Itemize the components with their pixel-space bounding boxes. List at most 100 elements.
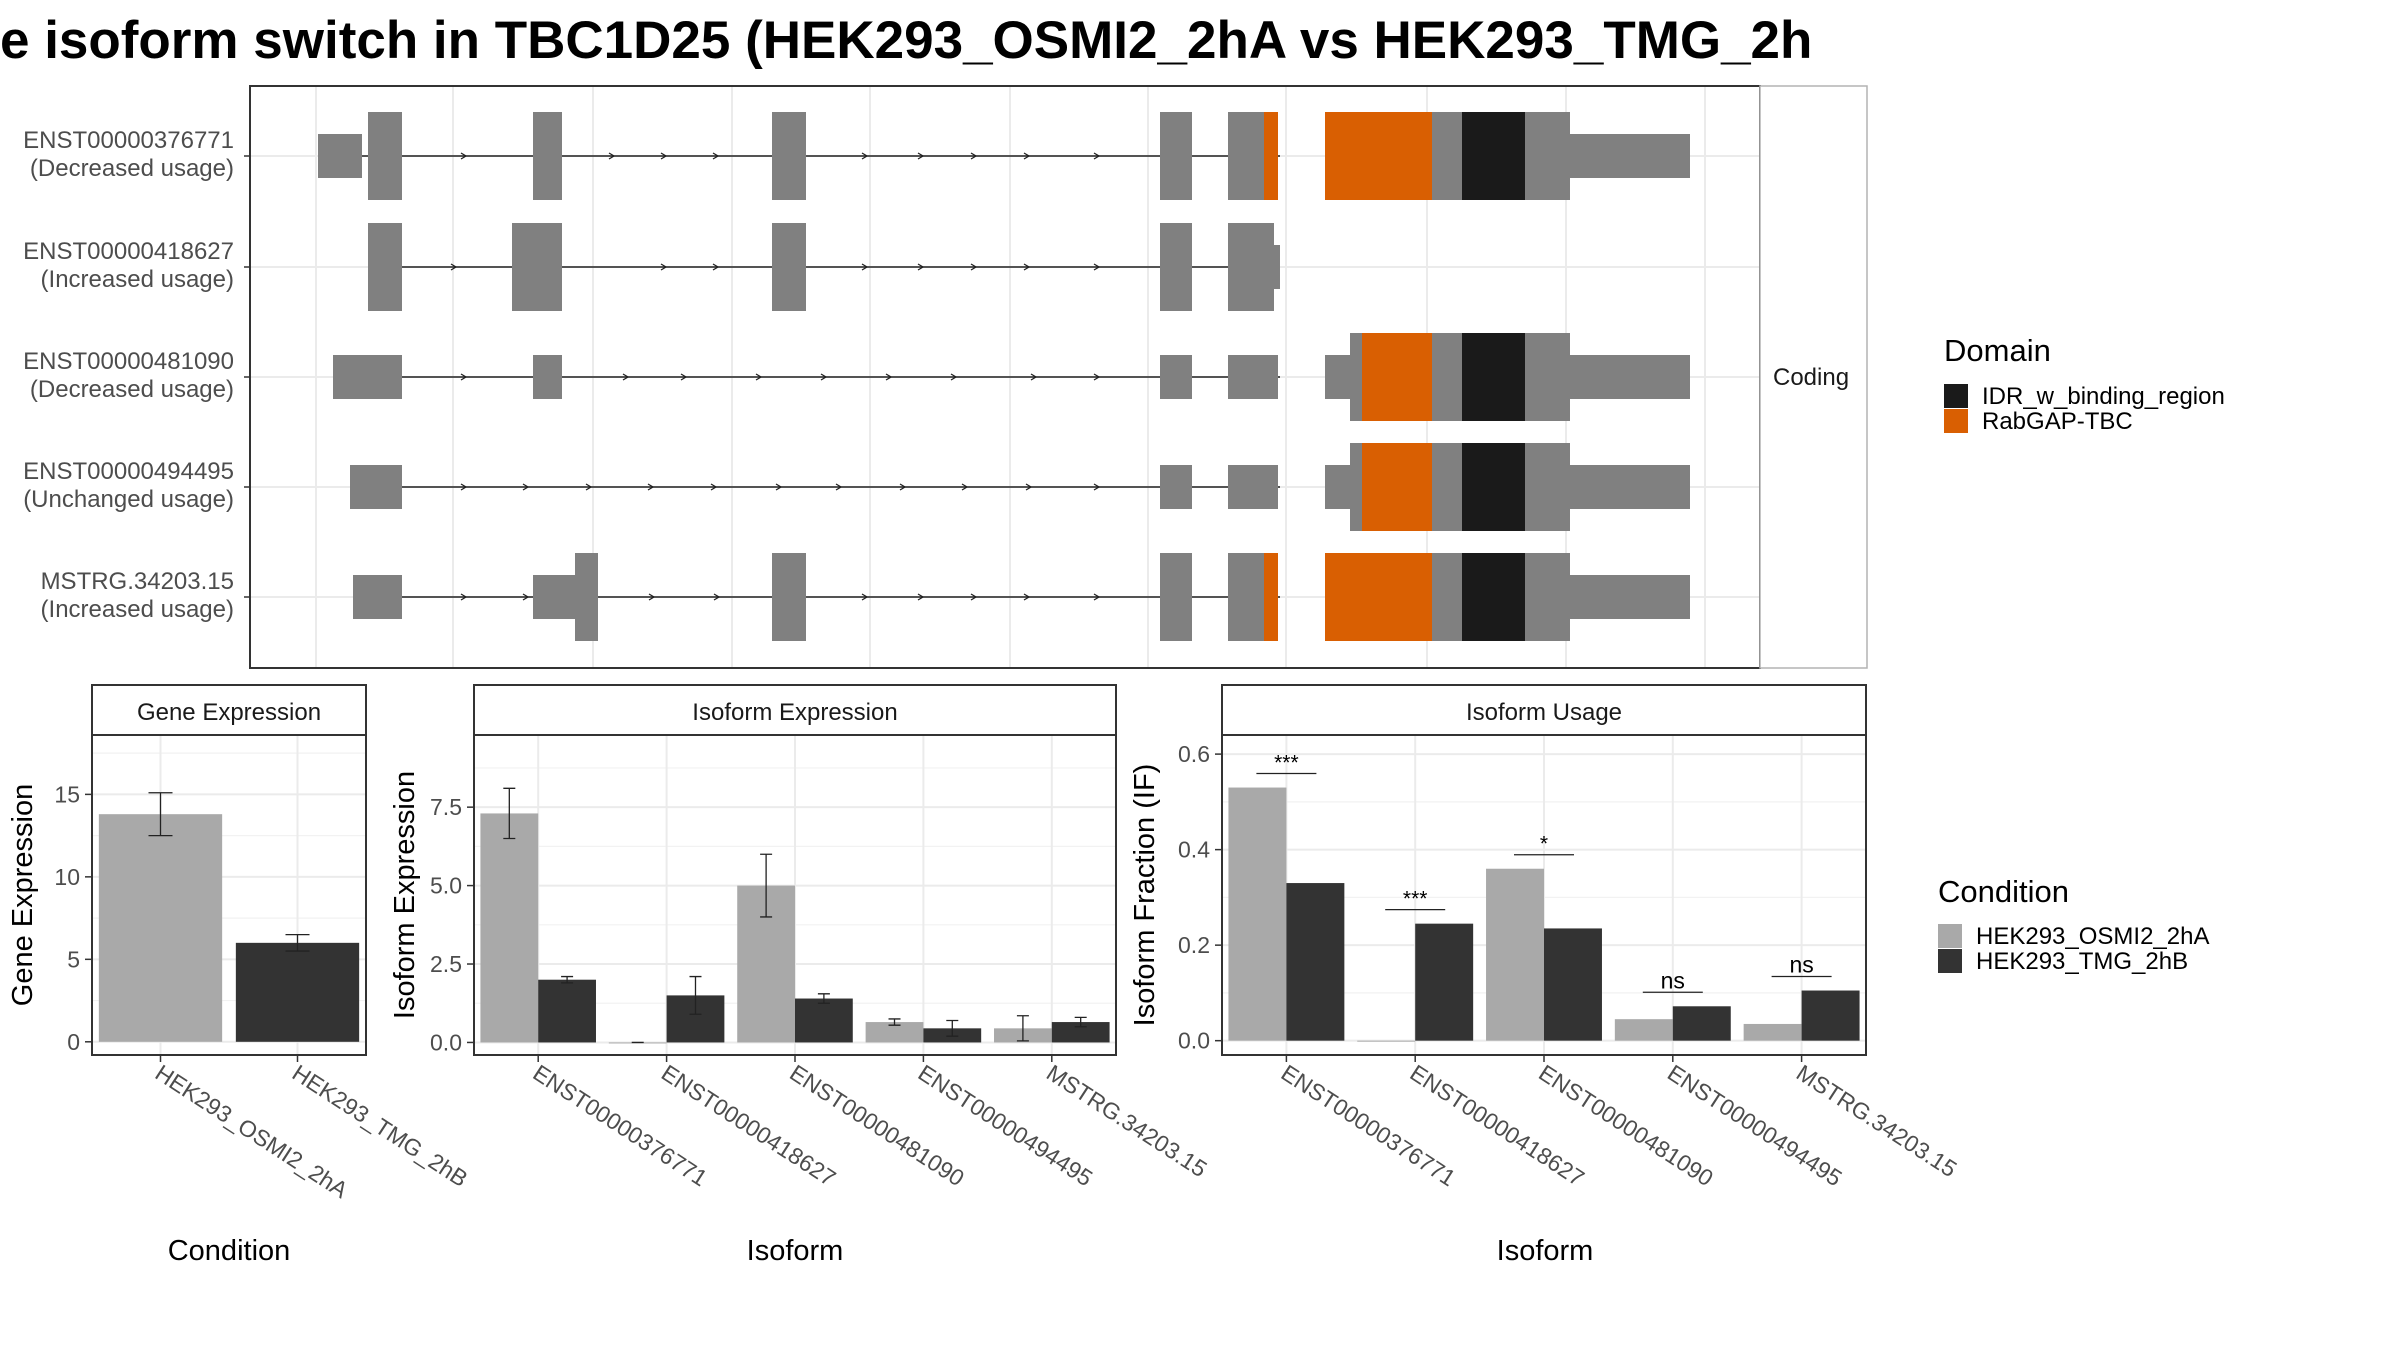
intron-direction-arrow bbox=[522, 483, 530, 491]
intron-direction-arrow bbox=[885, 373, 893, 381]
bar bbox=[1544, 928, 1602, 1041]
y-tick-label: 0.6 bbox=[1178, 741, 1210, 767]
bar bbox=[1357, 1040, 1416, 1042]
bar bbox=[480, 813, 539, 1043]
exon-block bbox=[1228, 553, 1264, 641]
exon-block bbox=[1228, 355, 1278, 399]
bar bbox=[1051, 1022, 1110, 1043]
y-tick-label: 0.0 bbox=[430, 1029, 462, 1055]
bar bbox=[1486, 868, 1544, 1041]
intron-direction-arrow bbox=[917, 152, 925, 160]
transcript-usage-label: (Decreased usage) bbox=[30, 155, 234, 182]
intron-direction-arrow bbox=[1023, 593, 1031, 601]
intron-direction-arrow bbox=[1093, 263, 1101, 271]
legend-swatch bbox=[1938, 924, 1962, 948]
transcript-usage-label: (Decreased usage) bbox=[30, 376, 234, 403]
intron-direction-arrow bbox=[622, 373, 630, 381]
transcript-id-label: ENST00000481090 bbox=[23, 348, 234, 375]
exon-block bbox=[772, 223, 806, 311]
error-bar bbox=[561, 975, 574, 984]
rabgap-tbc-domain bbox=[1362, 333, 1432, 421]
legend-label: HEK293_OSMI2_2hA bbox=[1976, 923, 2209, 950]
error-bar bbox=[760, 853, 773, 918]
intron-direction-arrow bbox=[861, 593, 869, 601]
intron-direction-arrow bbox=[712, 152, 720, 160]
panel-title: Isoform Expression bbox=[692, 699, 897, 726]
exon-block bbox=[1525, 553, 1570, 641]
exon-block bbox=[350, 465, 402, 509]
intron-direction-arrow bbox=[835, 483, 843, 491]
error-bar bbox=[1074, 1016, 1087, 1028]
intron-direction-arrow bbox=[1025, 483, 1033, 491]
exon-block bbox=[1570, 134, 1690, 178]
figure-title: e isoform switch in TBC1D25 (HEK293_OSMI… bbox=[0, 11, 1812, 70]
exon-block bbox=[353, 575, 402, 619]
exon-block bbox=[533, 575, 575, 619]
intron-direction-arrow bbox=[450, 263, 458, 271]
legend-title: Condition bbox=[1938, 874, 2069, 909]
exon-block bbox=[1570, 575, 1690, 619]
y-axis-label: Isoform Expression bbox=[389, 771, 421, 1019]
y-tick-label: 5.0 bbox=[430, 873, 462, 899]
y-tick-label: 2.5 bbox=[430, 951, 462, 977]
exon-block bbox=[1525, 333, 1570, 421]
intron-direction-arrow bbox=[970, 152, 978, 160]
exon-block bbox=[1228, 465, 1278, 509]
significance-label: *** bbox=[1274, 752, 1299, 775]
intron-direction-arrow bbox=[608, 152, 616, 160]
legend-label: RabGAP-TBC bbox=[1982, 408, 2133, 435]
significance-label: ns bbox=[1661, 967, 1685, 993]
error-bar bbox=[689, 975, 702, 1015]
transcript-id-label: ENST00000376771 bbox=[23, 127, 234, 154]
y-axis-label: Gene Expression bbox=[7, 784, 39, 1006]
exon-block bbox=[1350, 333, 1362, 421]
intron-direction-arrow bbox=[522, 593, 530, 601]
bar bbox=[1743, 1023, 1802, 1041]
intron-direction-arrow bbox=[712, 263, 720, 271]
intron-direction-arrow bbox=[1030, 373, 1038, 381]
exon-block bbox=[1432, 333, 1462, 421]
x-axis-label: Condition bbox=[168, 1235, 291, 1267]
intron-direction-arrow bbox=[970, 263, 978, 271]
transcript-track bbox=[368, 223, 1280, 311]
exon-block bbox=[368, 223, 402, 311]
intron-direction-arrow bbox=[713, 593, 721, 601]
intron-direction-arrow bbox=[680, 373, 688, 381]
exon-block bbox=[1228, 223, 1274, 311]
exon-block bbox=[772, 112, 806, 200]
error-bar bbox=[148, 792, 173, 837]
error-bar bbox=[946, 1019, 959, 1037]
intron-direction-arrow bbox=[961, 483, 969, 491]
idr-binding-region-domain bbox=[1462, 443, 1525, 531]
transcript-track bbox=[350, 443, 1690, 531]
intron-direction-arrow bbox=[899, 483, 907, 491]
exon-block bbox=[1274, 245, 1280, 289]
panel-strip bbox=[473, 684, 1117, 736]
y-tick-label: 15 bbox=[54, 781, 80, 807]
transcript-usage-label: (Increased usage) bbox=[41, 266, 234, 293]
error-bar bbox=[503, 787, 516, 840]
intron-direction-arrow bbox=[460, 152, 468, 160]
y-tick-label: 5 bbox=[67, 946, 80, 972]
x-axis-label: Isoform bbox=[1497, 1235, 1594, 1267]
transcript-usage-label: (Unchanged usage) bbox=[23, 486, 234, 513]
bar bbox=[865, 1022, 924, 1043]
coding-strip-label: Coding bbox=[1773, 364, 1849, 391]
exon-block bbox=[1432, 553, 1462, 641]
exon-block bbox=[1525, 112, 1570, 200]
intron-direction-arrow bbox=[660, 263, 668, 271]
intron-direction-arrow bbox=[917, 263, 925, 271]
intron-direction-arrow bbox=[1093, 593, 1101, 601]
y-tick-label: 7.5 bbox=[430, 794, 462, 820]
bar bbox=[1672, 1006, 1731, 1041]
bar bbox=[1415, 923, 1474, 1041]
exon-block bbox=[333, 355, 402, 399]
exon-block bbox=[512, 223, 562, 311]
intron-direction-arrow bbox=[950, 373, 958, 381]
intron-direction-arrow bbox=[1023, 152, 1031, 160]
bar bbox=[795, 998, 853, 1043]
